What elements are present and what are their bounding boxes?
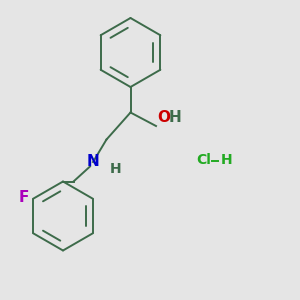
- Text: H: H: [220, 154, 232, 167]
- Text: F: F: [18, 190, 28, 205]
- Text: H: H: [169, 110, 182, 124]
- Text: N: N: [87, 154, 99, 169]
- Text: H: H: [110, 162, 121, 176]
- Text: O: O: [157, 110, 170, 124]
- Text: Cl: Cl: [196, 154, 211, 167]
